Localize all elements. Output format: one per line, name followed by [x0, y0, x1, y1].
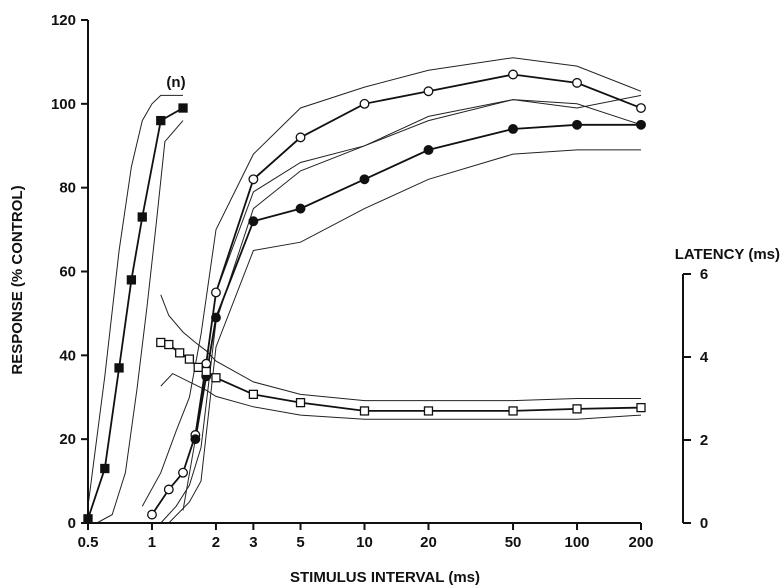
y-tick-label: 0 [68, 515, 76, 532]
y2-tick-label: 0 [700, 515, 708, 532]
data-point-open-square [211, 373, 221, 383]
data-point-open-circle [572, 77, 582, 88]
y2-tick-label: 4 [700, 349, 709, 366]
data-point-open-square [359, 406, 370, 416]
data-point-open-circle [178, 467, 188, 478]
data-point-open-circle [359, 98, 370, 109]
series-lines [87, 73, 642, 520]
band-lower-open-square [160, 372, 642, 420]
data-point-open-square [193, 362, 203, 373]
data-point-open-square [295, 397, 306, 408]
data-point-open-circle [248, 174, 259, 185]
y2-axis-title: LATENCY (ms) [675, 246, 780, 263]
data-point-open-square [184, 354, 195, 364]
x-tick-label: 3 [249, 534, 257, 551]
data-point-open-circle [636, 103, 646, 113]
annotation-n: (n) [166, 74, 185, 91]
data-point-filled-circle [359, 174, 370, 185]
data-point-open-circle [201, 358, 212, 369]
band-lower-filled-circle [168, 149, 641, 524]
data-point-filled-square [156, 115, 166, 126]
x-tick-label: 20 [420, 534, 437, 551]
data-point-filled-circle [248, 216, 259, 227]
ticks: 0.5 1 2 3 5 10 20 50 100 200 0 20 40 60 80 100 120 0 2 4 6 [51, 12, 709, 551]
data-point-open-circle [423, 86, 434, 97]
x-tick-label: 10 [356, 534, 373, 551]
x-tick-label: 50 [505, 534, 522, 551]
data-point-filled-circle [295, 203, 306, 214]
data-point-filled-circle [211, 312, 221, 323]
data-point-filled-circle [636, 119, 646, 130]
x-tick-label: 200 [628, 534, 653, 551]
series-markers [83, 69, 646, 524]
data-point-open-square [572, 404, 582, 414]
data-point-open-square [201, 366, 211, 377]
data-point-open-square [175, 348, 185, 358]
y-tick-label: 120 [51, 12, 76, 29]
data-point-filled-square [178, 103, 188, 113]
y-tick-label: 60 [59, 264, 76, 281]
data-point-open-circle [211, 287, 221, 298]
band-upper-open-square [160, 294, 641, 402]
x-tick-label: 0.5 [78, 534, 99, 551]
y2-tick-label: 2 [700, 432, 708, 449]
data-point-open-square [164, 339, 174, 350]
x-tick-label: 100 [565, 534, 590, 551]
data-point-open-circle [295, 132, 306, 143]
data-point-filled-square [100, 463, 110, 474]
data-point-open-square [508, 406, 518, 416]
y-tick-label: 100 [51, 96, 76, 113]
x-tick-label: 1 [148, 534, 156, 551]
data-point-filled-circle [572, 119, 582, 130]
band-lower-filled-square [96, 120, 184, 524]
y-axis-title: RESPONSE (% CONTROL) [9, 185, 26, 374]
series-line-filled-circle [194, 123, 641, 440]
data-point-open-square [156, 337, 166, 348]
data-point-open-square [636, 402, 646, 413]
x-axis-title: STIMULUS INTERVAL (ms) [290, 569, 480, 585]
data-point-open-square [423, 406, 434, 416]
data-point-filled-square [137, 212, 147, 222]
y-tick-label: 80 [59, 180, 76, 197]
confidence-bands [87, 57, 642, 524]
data-point-filled-circle [190, 434, 201, 445]
band-upper-open-circle [141, 57, 642, 507]
series-line-filled-square [87, 107, 184, 520]
band-upper-filled-square [87, 94, 183, 507]
data-point-open-circle [508, 69, 518, 80]
data-point-filled-square [126, 275, 137, 285]
data-point-open-square [248, 389, 259, 400]
x-tick-label: 5 [296, 534, 304, 551]
y-tick-label: 40 [59, 347, 76, 364]
data-point-filled-circle [423, 144, 434, 155]
data-point-open-circle [163, 484, 174, 495]
y-tick-label: 20 [59, 431, 76, 448]
data-point-filled-circle [508, 124, 518, 134]
data-point-filled-square [114, 363, 124, 373]
x-tick-label: 2 [212, 534, 220, 551]
y2-tick-label: 6 [700, 266, 708, 283]
data-point-open-circle [147, 509, 157, 520]
